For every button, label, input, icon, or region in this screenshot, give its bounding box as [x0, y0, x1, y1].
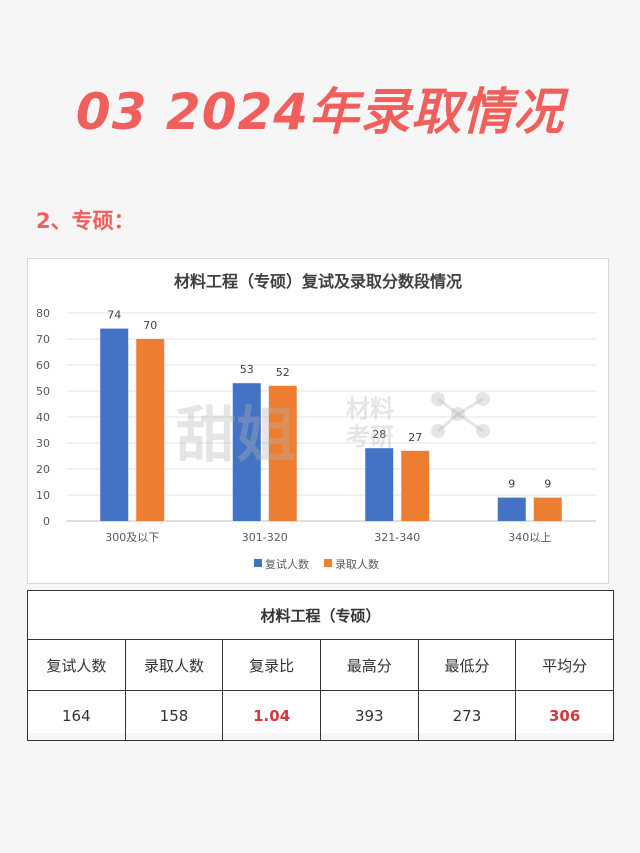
data-label: 74: [107, 309, 121, 322]
bar-admit: [268, 385, 297, 521]
value-cell: 273: [417, 690, 517, 741]
y-tick-label: 70: [36, 333, 50, 346]
page-title: 03 2024年录取情况: [75, 83, 565, 141]
data-label: 27: [408, 431, 422, 444]
x-tick-label: 321-340: [374, 531, 420, 544]
y-tick-label: 50: [36, 385, 50, 398]
header-cell: 平均分: [515, 639, 614, 691]
bar-chart: 材料工程（专硕）复试及录取分数段情况 0 10 20 30 40 50 60 70 80 74 70 3…: [36, 272, 596, 571]
bar-admit: [136, 339, 165, 521]
header-cell: 最低分: [417, 639, 517, 691]
bar-admit: [533, 497, 562, 521]
watermark-dot: [451, 407, 465, 421]
header-cell: 最高分: [319, 639, 419, 691]
value-cell-highlight: 1.04: [222, 690, 321, 741]
header-cell: 复试人数: [27, 639, 126, 691]
legend-swatch: [254, 559, 262, 567]
header-cell: 录取人数: [124, 639, 224, 691]
x-tick-label: 300及以下: [105, 531, 159, 544]
watermark-line: [457, 397, 484, 416]
value-cell: 164: [27, 690, 126, 741]
y-tick-label: 0: [43, 515, 50, 528]
watermark-dot: [431, 392, 445, 406]
y-tick-label: 30: [36, 437, 50, 450]
x-tick-label: 340以上: [508, 531, 551, 544]
bar-retest: [365, 448, 394, 521]
header-cell: 复录比: [222, 639, 321, 691]
data-label: 70: [143, 319, 157, 332]
y-tick-label: 80: [36, 307, 50, 320]
watermark-dot: [476, 392, 490, 406]
bar-chart-card: 材料工程（专硕）复试及录取分数段情况 0 10 20 30 40 50 60 70 80 74 70 3…: [27, 258, 609, 584]
value-cell-highlight: 306: [515, 690, 614, 741]
data-label: 53: [240, 363, 254, 376]
table-title: 材料工程（专硕）: [27, 590, 614, 640]
data-label: 28: [372, 428, 386, 441]
bar-admit: [401, 450, 430, 521]
chart-title: 材料工程（专硕）复试及录取分数段情况: [174, 272, 462, 291]
section-heading: 2、专硕：: [36, 209, 135, 233]
bar-retest: [100, 328, 129, 521]
legend-swatch: [324, 559, 332, 567]
legend-label: 复试人数: [265, 557, 309, 571]
data-label: 52: [276, 366, 290, 379]
watermark-line: [437, 397, 459, 416]
y-tick-label: 20: [36, 463, 50, 476]
stats-table: 材料工程（专硕） 复试人数 录取人数 复录比 最高分 最低分 平均分 164 1…: [27, 590, 614, 741]
watermark-line: [457, 412, 484, 433]
data-label: 9: [544, 478, 551, 491]
value-cell: 158: [124, 690, 224, 741]
legend-label: 录取人数: [335, 558, 379, 571]
watermark-dot: [431, 424, 445, 438]
y-tick-label: 60: [36, 359, 50, 372]
y-tick-label: 40: [36, 411, 50, 424]
bar-retest: [497, 497, 526, 521]
y-tick-label: 10: [36, 489, 50, 502]
stats-table-wrap: 材料工程（专硕） 复试人数 录取人数 复录比 最高分 最低分 平均分 164 1…: [27, 590, 614, 741]
data-label: 9: [508, 478, 515, 491]
watermark-line: [437, 412, 459, 433]
watermark-dot: [476, 424, 490, 438]
value-cell: 393: [319, 690, 419, 741]
x-tick-label: 301-320: [242, 531, 288, 544]
bar-retest: [232, 383, 261, 521]
